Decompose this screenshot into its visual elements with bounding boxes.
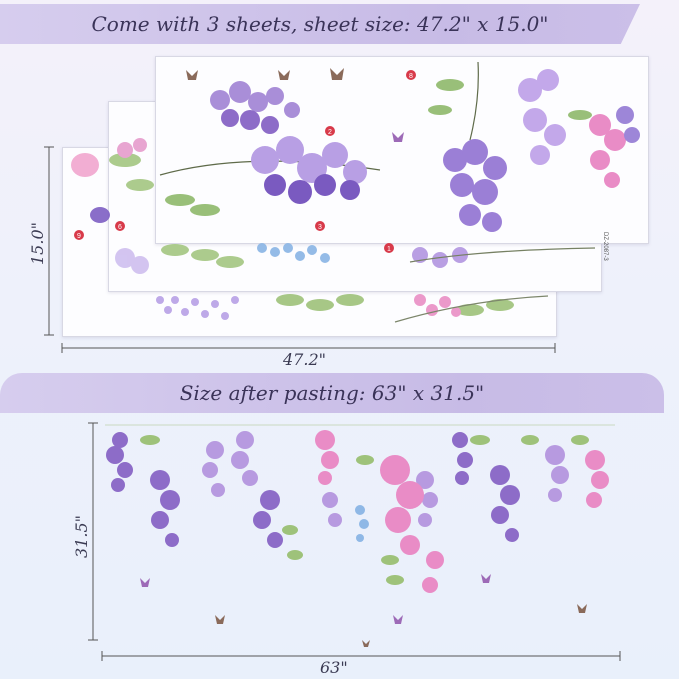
sheet-markers: 8 2 3 1 9 6 [74,70,416,253]
sheet-width-label: 47.2" [283,350,326,369]
butterfly-icon [278,70,290,80]
marker-label: 9 [77,233,81,240]
front-sheet-flowers: DZ-2087-3 [159,61,640,261]
middle-banner: Size after pasting: 63" x 31.5" [0,373,664,413]
butterfly-icon [577,604,587,613]
sheet-dimension-lines [44,146,556,353]
pasted-dimension-lines [88,422,621,661]
butterfly-icon [186,70,198,80]
butterfly-icon [330,68,344,80]
butterfly-icon [362,640,370,647]
butterfly-icon [392,132,404,142]
butterfly-icon [140,578,150,587]
back-sheet-flowers [71,153,549,323]
top-banner: Come with 3 sheets, sheet size: 47.2" x … [0,4,640,44]
sheet-code: DZ-2087-3 [602,232,608,261]
top-banner-text: Come with 3 sheets, sheet size: 47.2" x … [91,12,549,36]
marker-label: 8 [409,73,413,80]
pasted-wisteria [105,424,615,647]
butterfly-icon [215,615,225,624]
marker-label: 3 [318,224,322,231]
marker-label: 6 [118,224,122,231]
marker-label: 1 [387,246,391,253]
butterfly-icon [393,615,403,624]
marker-label: 2 [328,129,332,136]
middle-banner-text: Size after pasting: 63" x 31.5" [179,381,485,405]
sheet-height-label: 15.0" [28,222,47,265]
pasted-width-label: 63" [320,658,348,677]
pasted-height-label: 31.5" [72,515,91,558]
middle-sheet-flowers [109,138,596,274]
butterfly-icon [481,574,491,583]
